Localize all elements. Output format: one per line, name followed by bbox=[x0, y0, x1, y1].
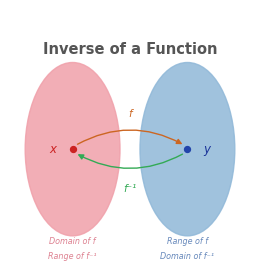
Text: x: x bbox=[49, 143, 56, 156]
Text: Domain of f⁻¹: Domain of f⁻¹ bbox=[160, 251, 214, 260]
Text: y: y bbox=[204, 143, 211, 156]
Ellipse shape bbox=[25, 62, 120, 236]
Ellipse shape bbox=[140, 62, 235, 236]
Text: Range of f⁻¹: Range of f⁻¹ bbox=[48, 251, 97, 260]
Point bbox=[185, 147, 190, 151]
Text: f⁻¹: f⁻¹ bbox=[124, 184, 136, 194]
Text: Inverse of a Function: Inverse of a Function bbox=[43, 42, 217, 57]
Text: Range of f: Range of f bbox=[167, 237, 208, 246]
Point bbox=[70, 147, 75, 151]
Text: Domain of f: Domain of f bbox=[49, 237, 96, 246]
Text: f: f bbox=[128, 109, 132, 119]
